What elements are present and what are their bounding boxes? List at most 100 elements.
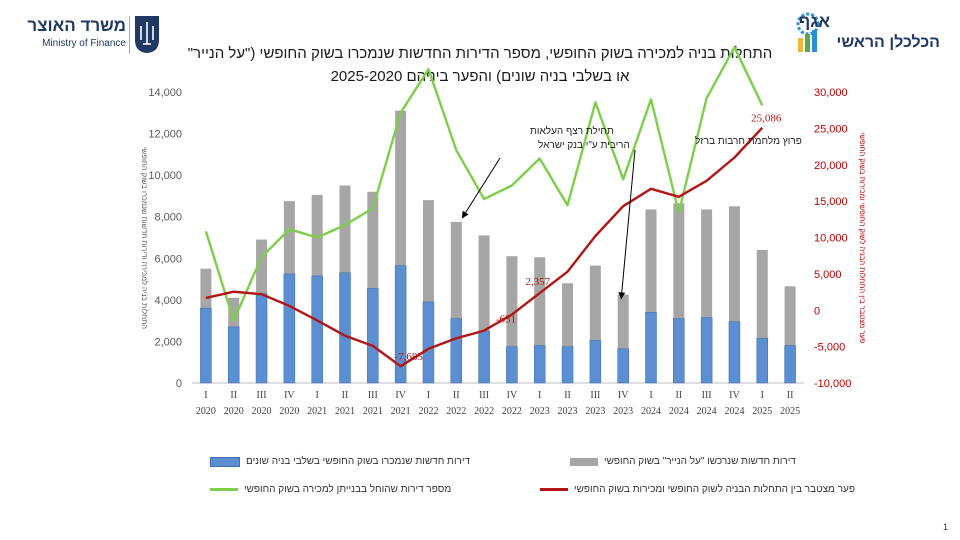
bar-gray	[422, 200, 434, 383]
left-axis-tick-label: 2,000	[154, 336, 182, 348]
page-number: 1	[942, 522, 948, 532]
bar-blue	[784, 345, 796, 384]
x-tick-label-quarter: IV	[618, 390, 629, 401]
x-tick-label-year: 2020	[196, 406, 216, 417]
x-tick-label-quarter: IV	[284, 390, 295, 401]
right-axis-tick-label: 5,000	[814, 269, 842, 281]
red-series-data-label: 2,357	[525, 276, 550, 288]
series-line-green	[204, 46, 764, 322]
x-tick-label-year: 2022	[474, 406, 494, 417]
bar-gray	[645, 209, 657, 383]
red-series-data-label: 25,086	[751, 113, 782, 125]
legend-item-green-line: מספר דירות שהוחל בבנייתן למכירה בשוק החו…	[210, 484, 451, 495]
series-line-red	[205, 126, 764, 368]
legend-swatch-green	[210, 488, 238, 491]
bar-blue	[283, 273, 296, 384]
x-tick-label-year: 2020	[252, 406, 272, 417]
x-tick-label-year: 2023	[558, 406, 578, 417]
annotation-rate-hikes-arrow	[461, 157, 501, 219]
bar-blue	[589, 340, 602, 384]
bar-blue	[728, 321, 741, 384]
x-tick-label-year: 2024	[641, 406, 661, 417]
right-axis-tick-label: -5,000	[814, 342, 845, 354]
x-tick-label-quarter: I	[427, 390, 430, 401]
x-tick-label-year: 2021	[335, 406, 355, 417]
bar-blue	[561, 346, 574, 384]
bar-blue	[339, 272, 351, 384]
x-tick-label-year: 2021	[363, 406, 383, 417]
bar-gray	[756, 249, 768, 383]
right-axis-tick-label: -10,000	[814, 378, 851, 390]
legend-item-gray-bars: דירות חדשות שנרכשו "על הנייר" בשוק החופש…	[570, 456, 796, 467]
x-tick-label-quarter: II	[453, 390, 460, 401]
logo-right-line2: הכלכלן הראשי	[836, 34, 940, 51]
left-axis-tick-label: 8,000	[154, 212, 182, 224]
legend-swatch-blue	[210, 456, 240, 467]
annotation-war-arrow	[618, 149, 636, 300]
chief-economist-mark-icon	[796, 12, 820, 52]
bar-blue	[645, 312, 657, 384]
x-tick-label-quarter: II	[564, 390, 571, 401]
bar-blue	[673, 318, 685, 384]
annotation-war-text: פרוץ מלחמת חרבות ברזל	[695, 135, 802, 147]
legend-item-blue-bars: דירות חדשות שנמכרו בשוק החופשי בשלבי בני…	[210, 456, 470, 467]
x-tick-label-year: 2023	[613, 406, 633, 417]
bar-gray	[534, 257, 546, 383]
legend-label-red: פער מצטבר בין התחלות הבניה לשוק החופשי ו…	[574, 484, 855, 495]
logo-left-hebrew: משרד האוצר	[27, 16, 126, 35]
x-tick-label-year: 2021	[391, 406, 411, 417]
x-tick-label-quarter: III	[479, 390, 489, 401]
bar-gray	[701, 209, 713, 383]
left-axis-title: התחלות בניה למכירה ודירות חדשות שנמכרו ב…	[140, 147, 149, 329]
left-axis-tick-label: 12,000	[148, 129, 182, 141]
bar-gray	[673, 203, 685, 383]
right-axis-tick-label: 20,000	[814, 160, 848, 172]
x-tick-label-quarter: II	[787, 390, 794, 401]
legend-swatch-gray	[570, 457, 598, 466]
x-tick-label-quarter: III	[590, 390, 600, 401]
red-series-data-label: -631	[496, 314, 516, 326]
x-tick-label-year: 2024	[697, 406, 717, 417]
bar-blue	[506, 346, 518, 384]
x-tick-label-quarter: II	[342, 390, 349, 401]
chart-title: התחלות בניה למכירה בשוק החופשי, מספר הדי…	[187, 45, 773, 85]
red-series-data-label: -7,685	[394, 351, 423, 363]
chart-legend: דירות חדשות שנמכרו בשוק החופשי בשלבי בני…	[200, 450, 870, 500]
left-axis-tick-label: 14,000	[148, 87, 182, 99]
bar-blue	[200, 307, 212, 384]
legend-swatch-red	[540, 488, 568, 491]
x-tick-label-quarter: IV	[507, 390, 518, 401]
left-axis-tick-label: 6,000	[154, 253, 182, 265]
bar-gray	[395, 110, 407, 383]
bar-gray	[450, 221, 462, 383]
x-tick-label-quarter: III	[257, 390, 267, 401]
bar-blue	[394, 265, 407, 384]
logo-divider	[129, 16, 130, 54]
x-tick-label-year: 2020	[224, 406, 244, 417]
x-tick-label-quarter: IV	[729, 390, 740, 401]
x-tick-label-year: 2023	[530, 406, 550, 417]
legend-label-green: מספר דירות שהוחל בבנייתן למכירה בשוק החו…	[244, 484, 452, 495]
logo-right-line1: אגף	[798, 12, 830, 31]
x-tick-label-year: 2025	[752, 406, 772, 417]
right-axis-tick-label: 25,000	[814, 123, 848, 135]
x-tick-label-year: 2021	[307, 406, 327, 417]
annotation-rate-hikes-line2: הריבית ע"י בנק ישראל	[538, 139, 630, 151]
x-tick-label-quarter: II	[675, 390, 682, 401]
left-axis-tick-label: 4,000	[154, 295, 182, 307]
x-tick-label-year: 2024	[669, 406, 689, 417]
x-tick-label-quarter: III	[702, 390, 712, 401]
x-tick-label-quarter: I	[538, 390, 541, 401]
bar-blue	[478, 330, 490, 384]
bar-blue	[255, 293, 268, 384]
bar-blue	[367, 288, 379, 384]
bar-gray	[478, 235, 490, 383]
right-axis-tick-label: 15,000	[814, 196, 848, 208]
x-tick-label-quarter: I	[761, 390, 764, 401]
bar-blue	[756, 338, 769, 384]
x-tick-label-quarter: IV	[395, 390, 406, 401]
ministry-of-finance-logo: משרד האוצר Ministry of Finance	[22, 14, 162, 56]
left-axis-tick-label: 10,000	[148, 170, 182, 182]
bar-gray	[728, 206, 740, 383]
